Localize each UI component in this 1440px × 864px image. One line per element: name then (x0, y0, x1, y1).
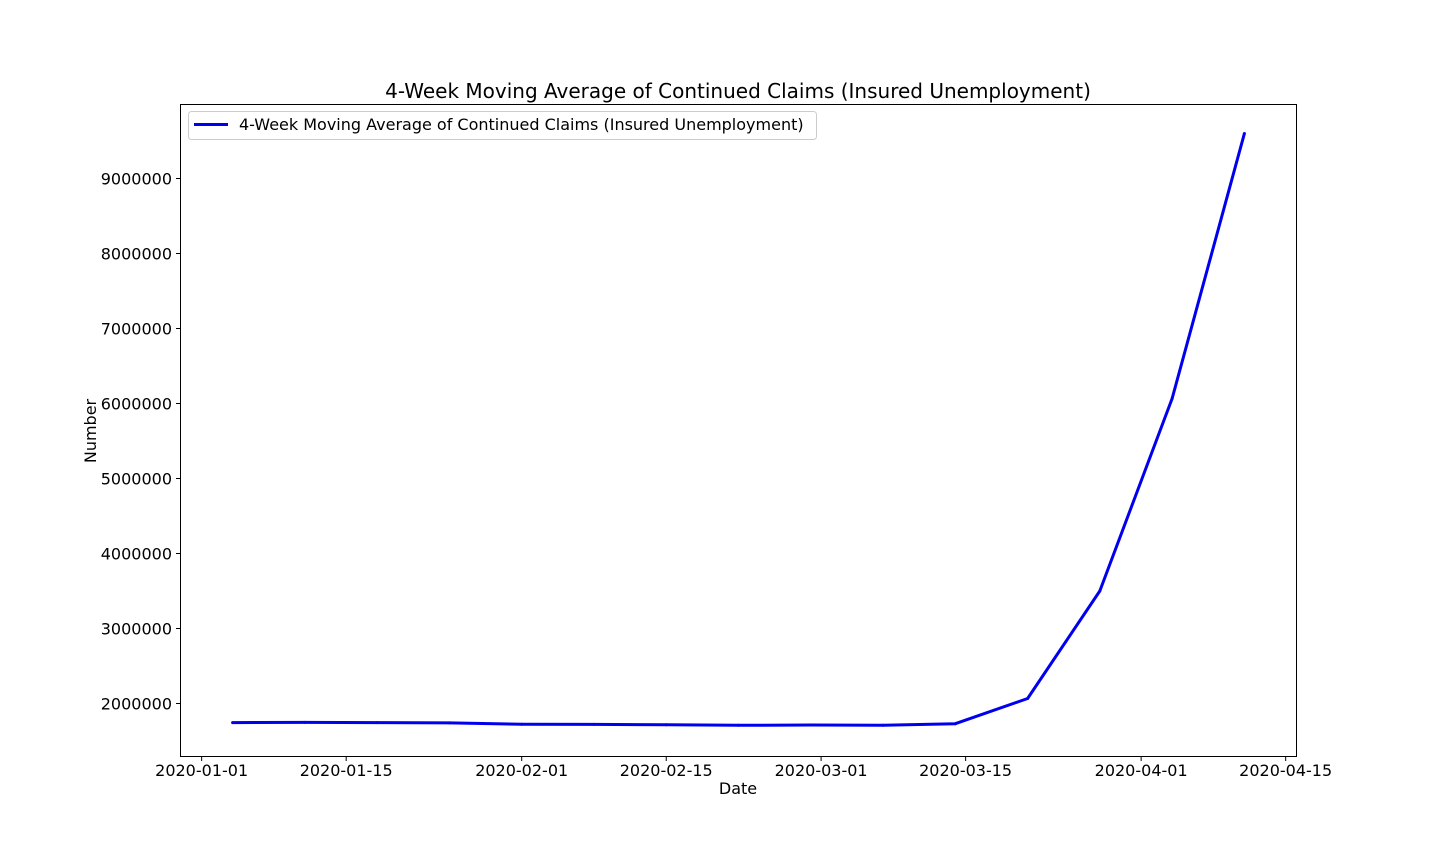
data-point (1026, 697, 1030, 700)
legend-box (188, 111, 817, 140)
y-tick-label: 9000000 (101, 170, 172, 189)
data-point (520, 722, 524, 726)
data-point (231, 721, 235, 725)
data-point (953, 722, 957, 726)
x-tick-label: 2020-04-01 (1095, 761, 1188, 780)
x-tick-label: 2020-01-15 (300, 761, 393, 780)
x-axis-title: Date (719, 779, 757, 798)
series-layer (231, 132, 1246, 727)
y-tick-label: 2000000 (101, 695, 172, 714)
series-line (232, 133, 1246, 727)
chart-title: 4-Week Moving Average of Continued Claim… (385, 79, 1091, 103)
x-tick-label: 2020-04-15 (1239, 761, 1332, 780)
data-point (1098, 589, 1102, 593)
y-axis-title: Number (81, 398, 100, 463)
y-tick-label: 8000000 (101, 245, 172, 264)
data-point (1170, 397, 1174, 401)
data-point (303, 720, 307, 724)
data-point (881, 723, 885, 727)
y-tick-label: 7000000 (101, 320, 172, 339)
plot-area-frame (180, 104, 1297, 757)
y-tick-label: 3000000 (101, 620, 172, 639)
legend-label: 4-Week Moving Average of Continued Claim… (239, 115, 804, 134)
y-axis: 2000000 3000000 4000000 5000000 6000000 70000… (101, 170, 181, 714)
data-point (592, 722, 596, 726)
data-point (737, 723, 740, 727)
data-point (375, 721, 379, 725)
legend: 4-Week Moving Average of Continued Claim… (188, 111, 817, 140)
x-tick-label: 2020-01-01 (155, 761, 248, 780)
x-axis: 2020-01-01 2020-01-15 2020-02-01 2020-02-15… (155, 756, 1332, 780)
y-tick-label: 5000000 (101, 470, 172, 489)
data-point (1242, 132, 1246, 135)
y-tick-label: 6000000 (101, 395, 172, 414)
x-tick-label: 2020-02-01 (475, 761, 568, 780)
data-point (447, 721, 451, 725)
y-tick-label: 4000000 (101, 545, 172, 564)
data-point (809, 723, 813, 727)
data-point (664, 723, 668, 727)
x-tick-label: 2020-03-01 (775, 761, 868, 780)
x-tick-label: 2020-02-15 (620, 761, 713, 780)
x-tick-label: 2020-03-15 (919, 761, 1012, 780)
